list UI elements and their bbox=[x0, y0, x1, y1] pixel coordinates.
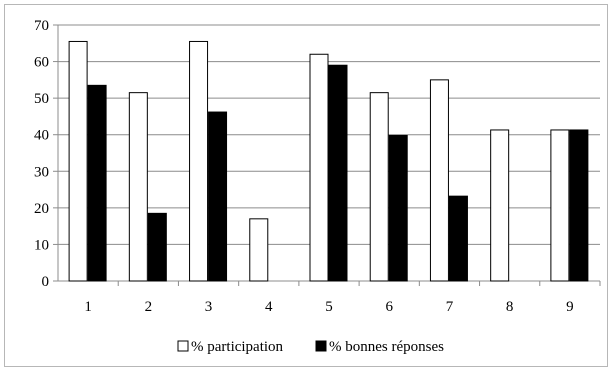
x-tick-label-6: 6 bbox=[385, 299, 393, 315]
bar-series2-cat-2 bbox=[147, 212, 167, 282]
y-tick-label-30: 30 bbox=[34, 164, 49, 180]
y-tick-label-60: 60 bbox=[34, 55, 49, 71]
x-tick-label-3: 3 bbox=[205, 299, 213, 315]
legend-swatch-series2 bbox=[315, 340, 327, 352]
bar-series2-cat-5 bbox=[328, 64, 348, 282]
bar-series2-cat-7 bbox=[448, 195, 468, 282]
legend-label-series2: % bonnes réponses bbox=[329, 339, 444, 355]
y-tick-label-70: 70 bbox=[34, 18, 49, 34]
bar-series2-cat-1 bbox=[87, 84, 107, 282]
y-tick-label-20: 20 bbox=[34, 201, 49, 217]
y-tick-label-0: 0 bbox=[42, 274, 50, 290]
bar-series1-cat-7 bbox=[429, 79, 449, 282]
bar-series1-cat-3 bbox=[189, 40, 209, 282]
y-tick-label-40: 40 bbox=[34, 128, 49, 144]
bar-series1-cat-4 bbox=[249, 218, 269, 282]
bar-series1-cat-9 bbox=[550, 129, 570, 282]
x-tick-label-7: 7 bbox=[446, 299, 454, 315]
bar-series2-cat-9 bbox=[569, 129, 589, 282]
bar-series1-cat-2 bbox=[128, 92, 148, 282]
legend-label-series1: % participation bbox=[191, 339, 284, 355]
bar-series1-cat-8 bbox=[490, 129, 510, 282]
x-tick-label-2: 2 bbox=[145, 299, 153, 315]
bar-series2-cat-6 bbox=[388, 134, 408, 282]
y-tick-label-10: 10 bbox=[34, 237, 49, 253]
x-tick-label-8: 8 bbox=[506, 299, 514, 315]
x-tick-label-5: 5 bbox=[325, 299, 333, 315]
bar-series1-cat-6 bbox=[369, 92, 389, 282]
bar-series1-cat-5 bbox=[309, 53, 329, 282]
x-tick-label-9: 9 bbox=[566, 299, 574, 315]
x-tick-label-1: 1 bbox=[84, 299, 92, 315]
bar-series2-cat-3 bbox=[208, 111, 228, 282]
bar-series1-cat-1 bbox=[68, 40, 88, 282]
x-tick-label-4: 4 bbox=[265, 299, 273, 315]
legend-swatch-series1 bbox=[177, 340, 189, 352]
y-tick-label-50: 50 bbox=[34, 91, 49, 107]
